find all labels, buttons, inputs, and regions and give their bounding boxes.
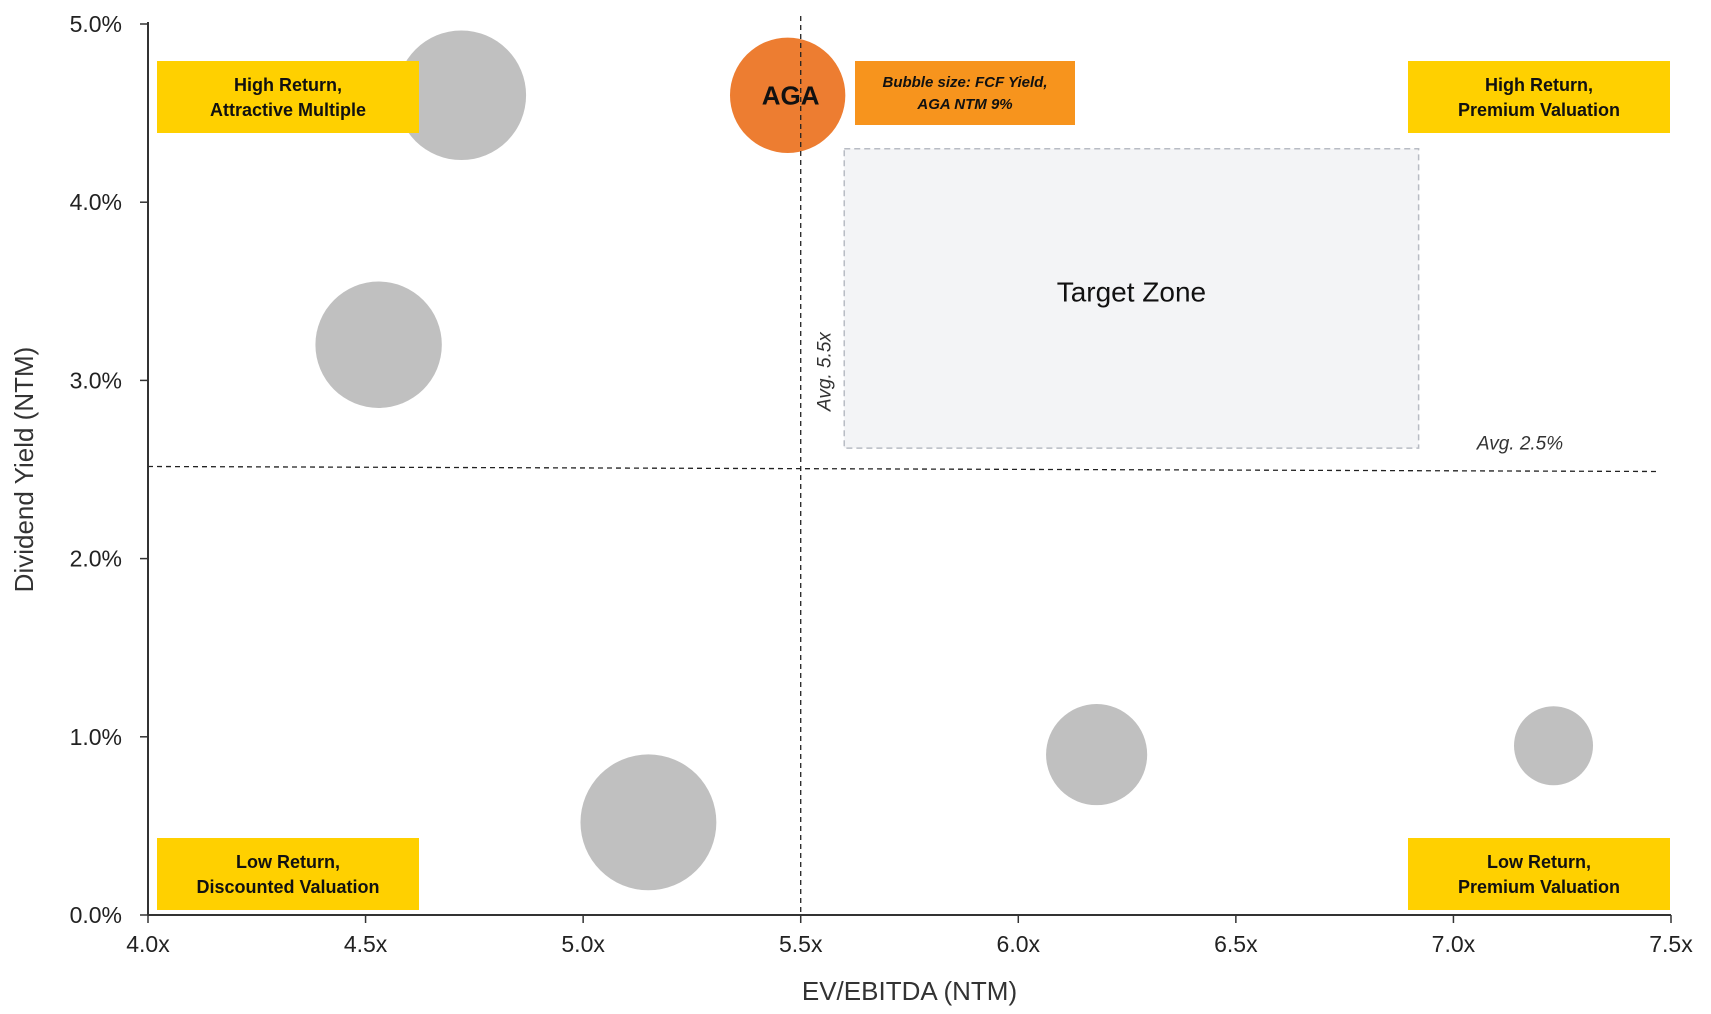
x-tick-label: 6.5x <box>1214 931 1258 957</box>
target-zone-layer: Target Zone <box>843 147 1420 449</box>
bubble-0-3 <box>1046 704 1148 806</box>
quadrant-label-bottom-left-1: Low Return, <box>236 852 340 872</box>
x-tick-label: 7.5x <box>1649 931 1693 957</box>
x-axis-title: EV/EBITDA (NTM) <box>802 976 1017 1006</box>
bubble-size-note-line-2: AGA NTM 9% <box>916 96 1012 113</box>
y-tick-label: 1.0% <box>70 724 122 750</box>
bubble-aga <box>729 37 846 153</box>
x-tick-label: 7.0x <box>1432 931 1476 957</box>
x-tick-label: 5.0x <box>561 931 605 957</box>
quadrant-box-top-left <box>157 61 419 133</box>
bubbles-layer: AGA <box>315 30 1594 891</box>
bubble-size-note-line-1: Bubble size: FCF Yield, <box>882 74 1047 91</box>
quadrant-box-bottom-left <box>157 838 419 910</box>
y-tick-label: 0.0% <box>70 902 122 928</box>
x-tick-label: 6.0x <box>997 931 1041 957</box>
reference-lines-layer: Avg. 5.5x Avg. 2.5% <box>147 16 1661 915</box>
y-tick-label: 2.0% <box>70 546 122 572</box>
quadrant-box-bottom-right <box>1408 838 1670 910</box>
quadrant-label-top-left-1: High Return, <box>234 75 342 95</box>
quadrant-label-top-right-2: Premium Valuation <box>1458 100 1620 120</box>
bubble-label-aga: AGA <box>762 80 820 110</box>
quadrant-label-bottom-right-2: Premium Valuation <box>1458 877 1620 897</box>
axes-layer: 4.0x 4.5x 5.0x 5.5x 6.0x 6.5x 7.0x 7.5x 0.0% 1.0%… <box>9 11 1693 1006</box>
quadrant-label-bottom-right-1: Low Return, <box>1487 852 1591 872</box>
bubble-0-4 <box>1514 706 1594 786</box>
quadrant-label-top-left-2: Attractive Multiple <box>210 100 366 120</box>
y-tick-label: 5.0% <box>70 11 122 37</box>
avg-multiple-label: Avg. 5.5x <box>815 331 836 412</box>
annotation-layer: High Return, Attractive Multiple High Retu… <box>157 61 1670 910</box>
x-tick-label: 4.5x <box>344 931 388 957</box>
quadrant-box-top-right <box>1408 61 1670 133</box>
bubble-0-2 <box>580 754 717 891</box>
bubble-0-1 <box>315 281 442 408</box>
target-zone <box>843 147 1420 449</box>
quadrant-label-bottom-left-2: Discounted Valuation <box>196 877 379 897</box>
y-tick-label: 3.0% <box>70 367 122 393</box>
avg-yield-label: Avg. 2.5% <box>1476 434 1563 455</box>
avg-yield-line <box>147 465 1661 473</box>
target-zone-label: Target Zone <box>1057 276 1206 307</box>
y-tick-label: 4.0% <box>70 189 122 215</box>
x-tick-label: 4.0x <box>126 931 170 957</box>
x-tick-label: 5.5x <box>779 931 823 957</box>
quadrant-label-top-right-1: High Return, <box>1485 75 1593 95</box>
y-axis-title: Dividend Yield (NTM) <box>9 347 39 593</box>
bubble-size-note-box <box>855 61 1075 125</box>
bubble-0-0 <box>396 30 527 161</box>
